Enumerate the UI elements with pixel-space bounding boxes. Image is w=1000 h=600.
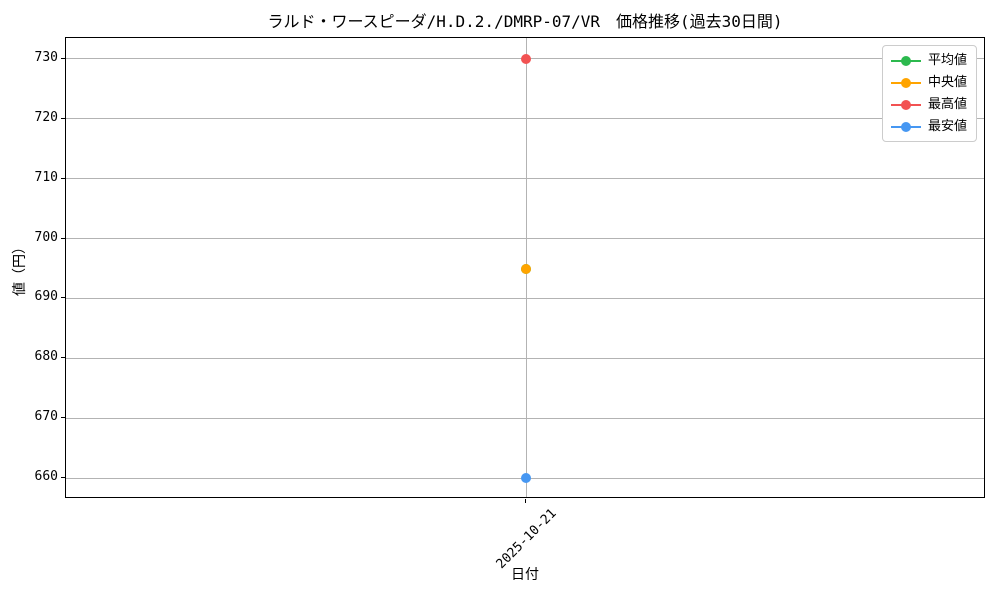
- ytick-mark-660: [61, 477, 65, 479]
- legend-label: 平均値: [927, 52, 967, 68]
- ytick-label-720: 720: [34, 109, 58, 125]
- gridline-y-710: [66, 178, 984, 180]
- ytick-label-670: 670: [34, 409, 58, 425]
- ytick-label-730: 730: [34, 49, 58, 65]
- series-marker-2: [521, 53, 531, 64]
- legend-marker-icon: [890, 77, 921, 88]
- ytick-label-680: 680: [34, 349, 58, 365]
- gridline-y-690: [66, 297, 984, 299]
- ytick-mark-700: [61, 237, 65, 239]
- yaxis-label: 値（円）: [12, 240, 28, 296]
- gridline-y-700: [66, 238, 984, 240]
- series-marker-3: [521, 473, 531, 484]
- ytick-mark-720: [61, 117, 65, 119]
- ytick-label-700: 700: [34, 229, 58, 245]
- legend-marker-icon: [890, 121, 921, 132]
- plot-area: 平均値中央値最高値最安値: [65, 37, 985, 498]
- legend-dot-icon: [900, 99, 911, 110]
- ytick-mark-730: [61, 57, 65, 59]
- chart-title: ラルド・ワースピーダ/H.D.2./DMRP-07/VR 価格推移(過去30日間…: [267, 12, 783, 31]
- legend-item-2: 最高値: [890, 95, 967, 114]
- ytick-label-660: 660: [34, 469, 58, 485]
- xtick-mark-0: [524, 499, 526, 503]
- gridline-y-670: [66, 417, 984, 419]
- ytick-label-690: 690: [34, 289, 58, 305]
- legend-item-3: 最安値: [890, 117, 967, 136]
- legend-marker-icon: [890, 55, 921, 66]
- ytick-label-710: 710: [34, 169, 58, 185]
- gridline-y-680: [66, 357, 984, 359]
- legend: 平均値中央値最高値最安値: [881, 45, 977, 142]
- series-marker-1: [521, 263, 531, 274]
- legend-label: 最高値: [927, 96, 967, 112]
- ytick-mark-690: [61, 297, 65, 299]
- xaxis-label: 日付: [511, 567, 539, 583]
- legend-item-0: 平均値: [890, 51, 967, 70]
- ytick-mark-670: [61, 417, 65, 419]
- ytick-mark-710: [61, 177, 65, 179]
- legend-dot-icon: [900, 77, 911, 88]
- legend-item-1: 中央値: [890, 73, 967, 92]
- legend-label: 中央値: [927, 74, 967, 90]
- legend-dot-icon: [900, 121, 911, 132]
- legend-marker-icon: [890, 99, 921, 110]
- gridline-y-720: [66, 118, 984, 120]
- ytick-mark-680: [61, 357, 65, 359]
- legend-dot-icon: [900, 55, 911, 66]
- legend-label: 最安値: [927, 118, 967, 134]
